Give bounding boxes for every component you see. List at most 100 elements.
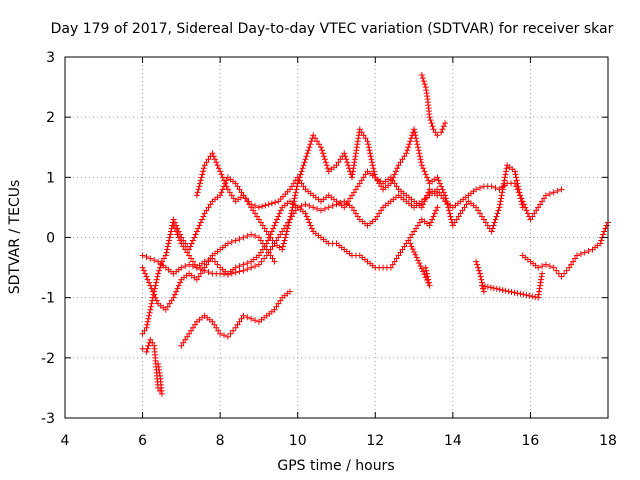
data-point (271, 222, 278, 229)
data-point (275, 234, 282, 241)
data-point (305, 216, 312, 223)
data-point (496, 201, 503, 208)
data-point (448, 216, 455, 223)
data-point (214, 162, 221, 169)
data-point (268, 228, 275, 235)
data-point (519, 204, 526, 211)
data-point (188, 255, 195, 262)
data-point (166, 237, 173, 244)
data-point (298, 168, 305, 175)
data-point (414, 141, 421, 148)
data-point (200, 165, 207, 172)
data-point (158, 390, 165, 397)
data-point (519, 201, 526, 208)
data-point (171, 291, 178, 298)
data-point (316, 141, 323, 148)
data-point (422, 274, 429, 281)
data-point (570, 258, 577, 265)
data-point (513, 177, 520, 184)
data-point (378, 183, 385, 190)
data-point (200, 213, 207, 220)
data-point (230, 327, 237, 334)
data-point (244, 260, 251, 267)
data-point (211, 258, 218, 265)
data-point (421, 81, 428, 88)
data-point (550, 264, 557, 271)
data-point (425, 177, 432, 184)
data-point (193, 276, 200, 283)
data-point (439, 186, 446, 193)
data-point (259, 240, 266, 247)
data-point (285, 222, 292, 229)
data-point (307, 141, 314, 148)
data-point (292, 192, 299, 199)
data-point (515, 186, 522, 193)
data-point (236, 263, 243, 270)
data-point (542, 192, 549, 199)
data-point (369, 162, 376, 169)
data-point (424, 270, 430, 277)
data-point (162, 252, 169, 259)
data-point (502, 287, 509, 294)
data-point (164, 246, 171, 253)
y-tick-label: 2 (46, 110, 55, 126)
data-point (195, 273, 202, 280)
data-point (440, 189, 447, 196)
data-point (195, 225, 202, 232)
data-point (478, 282, 485, 289)
data-point (300, 183, 307, 190)
data-point (493, 213, 500, 220)
data-point (329, 202, 336, 209)
data-point (581, 249, 588, 256)
data-point (430, 213, 437, 220)
data-point (203, 207, 210, 214)
data-point (148, 300, 155, 307)
data-point (232, 180, 239, 187)
data-point (146, 312, 153, 319)
data-point (205, 258, 212, 265)
data-point (205, 204, 212, 211)
data-point (566, 264, 573, 271)
data-point (426, 114, 433, 121)
data-point (193, 192, 200, 199)
data-point (442, 195, 449, 202)
data-point (601, 228, 608, 235)
data-point (445, 207, 452, 214)
data-point (162, 306, 169, 313)
data-point (243, 195, 249, 202)
data-point (157, 261, 164, 268)
data-point (345, 198, 352, 205)
data-point (259, 203, 266, 210)
data-point (321, 205, 328, 212)
data-point (378, 207, 385, 214)
data-point (228, 239, 235, 246)
data-point (317, 144, 324, 151)
data-point (539, 263, 546, 270)
data-point (401, 153, 408, 160)
data-point (442, 192, 449, 199)
data-point (517, 195, 524, 202)
data-point (244, 266, 251, 273)
data-point (279, 243, 286, 250)
data-point (284, 225, 291, 232)
data-point (463, 201, 470, 208)
data-point (255, 204, 262, 211)
data-point (325, 204, 332, 211)
data-point (298, 202, 305, 209)
data-point (272, 219, 279, 226)
data-point (495, 207, 502, 214)
data-point (286, 186, 293, 193)
data-point (304, 150, 311, 157)
data-point (232, 264, 239, 271)
data-point (434, 174, 441, 181)
data-point (264, 237, 271, 244)
data-point (203, 159, 210, 166)
data-point (182, 336, 189, 343)
data-point (189, 324, 196, 331)
data-point (230, 195, 237, 202)
data-point (221, 177, 228, 184)
data-point (312, 135, 319, 142)
data-point (345, 162, 352, 169)
data-point (253, 213, 260, 220)
data-point (496, 204, 503, 211)
